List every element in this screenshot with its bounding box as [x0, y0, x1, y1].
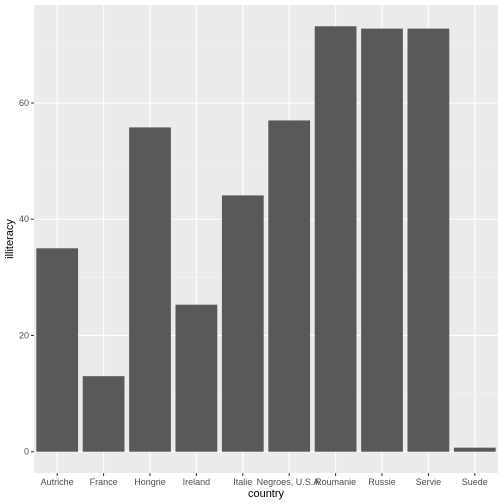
x-tick-label: France	[90, 477, 118, 487]
x-tick-label: Italie	[233, 477, 252, 487]
bar	[82, 376, 125, 452]
bar	[453, 447, 496, 452]
bars	[36, 26, 496, 452]
y-tick-label: 40	[19, 214, 29, 224]
bar	[361, 28, 403, 452]
x-tick-label: Roumanie	[315, 477, 356, 487]
bar	[129, 127, 171, 452]
y-axis-title: illiteracy	[4, 219, 16, 259]
y-tick-label: 20	[19, 330, 29, 340]
x-tick-label: Suede	[462, 477, 488, 487]
x-tick-label: Ireland	[183, 477, 211, 487]
x-tick-label: Servie	[416, 477, 442, 487]
bar	[221, 195, 264, 452]
bar	[36, 248, 79, 452]
y-tick-label: 0	[24, 447, 29, 457]
bar	[268, 120, 311, 452]
bar	[407, 28, 450, 452]
y-tick-label: 60	[19, 98, 29, 108]
x-tick-label: Hongrie	[134, 477, 166, 487]
y-axis: 0 20 40 60	[19, 98, 34, 457]
x-tick-label: Russie	[368, 477, 396, 487]
x-axis: Autriche France Hongrie Ireland Italie Negroe…	[41, 473, 488, 487]
bar	[314, 26, 357, 452]
x-tick-label: Negroes, U.S.A.	[257, 477, 322, 487]
bar	[175, 304, 218, 452]
x-axis-title: country	[248, 488, 285, 500]
x-tick-label: Autriche	[41, 477, 74, 487]
